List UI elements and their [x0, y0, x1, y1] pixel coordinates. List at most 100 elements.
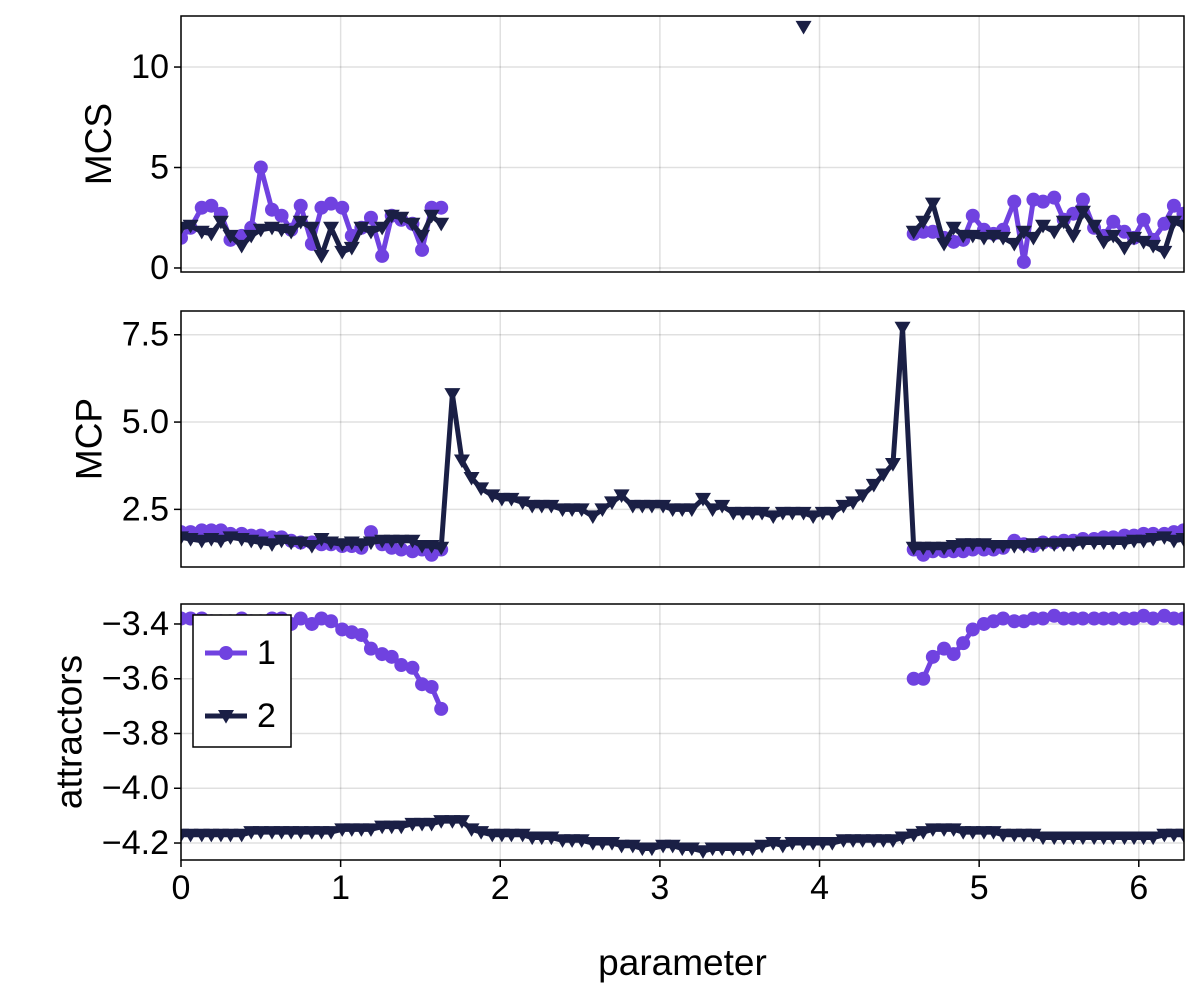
marker: [193, 534, 210, 549]
marker: [1146, 611, 1161, 626]
x-tick-label: 0: [172, 869, 191, 907]
marker: [643, 842, 660, 857]
marker: [323, 826, 340, 840]
marker: [1105, 536, 1122, 551]
marker: [263, 538, 280, 552]
marker: [1145, 533, 1162, 547]
y-tick-label: 0: [150, 249, 169, 287]
marker: [795, 506, 812, 521]
marker: [945, 221, 962, 236]
marker: [1096, 611, 1111, 626]
marker: [484, 489, 501, 504]
x-axis-label: parameter: [598, 942, 767, 983]
marker: [924, 541, 941, 556]
marker: [293, 611, 308, 626]
marker: [854, 834, 871, 848]
marker: [292, 826, 309, 840]
marker: [1135, 534, 1152, 549]
marker: [694, 845, 711, 859]
y-tick-label: 7.5: [122, 316, 169, 354]
marker: [774, 839, 791, 854]
marker: [362, 823, 379, 837]
marker: [1056, 611, 1071, 626]
marker: [604, 496, 621, 510]
marker: [924, 197, 941, 212]
legend-box: [192, 614, 292, 748]
marker: [916, 671, 931, 686]
x-tick-label: 1: [331, 869, 350, 907]
marker: [543, 499, 560, 514]
marker: [995, 540, 1012, 554]
marker: [915, 215, 932, 230]
marker: [1035, 538, 1052, 552]
marker: [845, 496, 862, 510]
marker: [1074, 536, 1091, 551]
marker: [1126, 231, 1143, 246]
marker: [1175, 828, 1184, 843]
marker: [1074, 205, 1091, 220]
legend-marker: [219, 646, 233, 660]
marker: [1156, 531, 1173, 545]
marker: [1106, 214, 1121, 229]
marker: [964, 538, 981, 552]
series-line: [181, 165, 1184, 265]
marker: [995, 828, 1012, 843]
marker: [393, 211, 410, 226]
y-tick-label: −3.6: [102, 660, 169, 698]
marker: [1025, 231, 1042, 246]
y-tick-label: −4.0: [102, 769, 169, 807]
y-tick-label: −3.8: [102, 714, 169, 752]
marker: [905, 225, 922, 240]
marker: [714, 842, 731, 857]
marker: [1095, 235, 1112, 250]
marker: [433, 815, 450, 829]
marker: [936, 541, 953, 556]
marker: [643, 499, 660, 514]
marker: [393, 534, 410, 549]
marker: [1015, 225, 1032, 240]
marker: [414, 229, 431, 244]
marker: [683, 503, 700, 517]
marker: [854, 489, 871, 504]
marker: [1074, 831, 1091, 846]
marker: [374, 221, 391, 236]
marker: [404, 217, 421, 232]
x-tick-label: 6: [1129, 869, 1148, 907]
marker: [182, 219, 199, 234]
legend-label: 1: [257, 634, 276, 672]
marker: [1106, 611, 1121, 626]
marker: [415, 242, 430, 257]
marker: [292, 215, 309, 230]
legend-label: 2: [257, 697, 276, 735]
marker: [292, 536, 309, 551]
y-axis-label: MCS: [78, 103, 119, 185]
marker: [323, 536, 340, 551]
marker: [965, 622, 980, 637]
marker: [945, 540, 962, 554]
marker: [965, 208, 980, 223]
marker: [1007, 194, 1022, 209]
marker: [233, 239, 250, 254]
legend-marker: [218, 710, 234, 724]
marker: [946, 647, 961, 662]
marker: [393, 820, 410, 835]
marker: [995, 231, 1012, 246]
y-tick-label: 2.5: [122, 490, 169, 528]
marker: [1006, 237, 1023, 252]
marker: [924, 823, 941, 837]
marker: [613, 839, 630, 854]
marker: [1016, 254, 1031, 269]
marker: [363, 210, 378, 225]
plot-frame: [180, 310, 1185, 568]
x-tick-label: 2: [491, 869, 510, 907]
x-tick-label: 3: [650, 869, 669, 907]
x-tick-label: 5: [970, 869, 989, 907]
marker: [182, 828, 199, 843]
marker: [423, 209, 440, 224]
marker: [1065, 229, 1082, 244]
marker: [181, 221, 189, 236]
marker: [1165, 215, 1182, 230]
marker: [704, 503, 721, 517]
marker: [222, 229, 239, 244]
